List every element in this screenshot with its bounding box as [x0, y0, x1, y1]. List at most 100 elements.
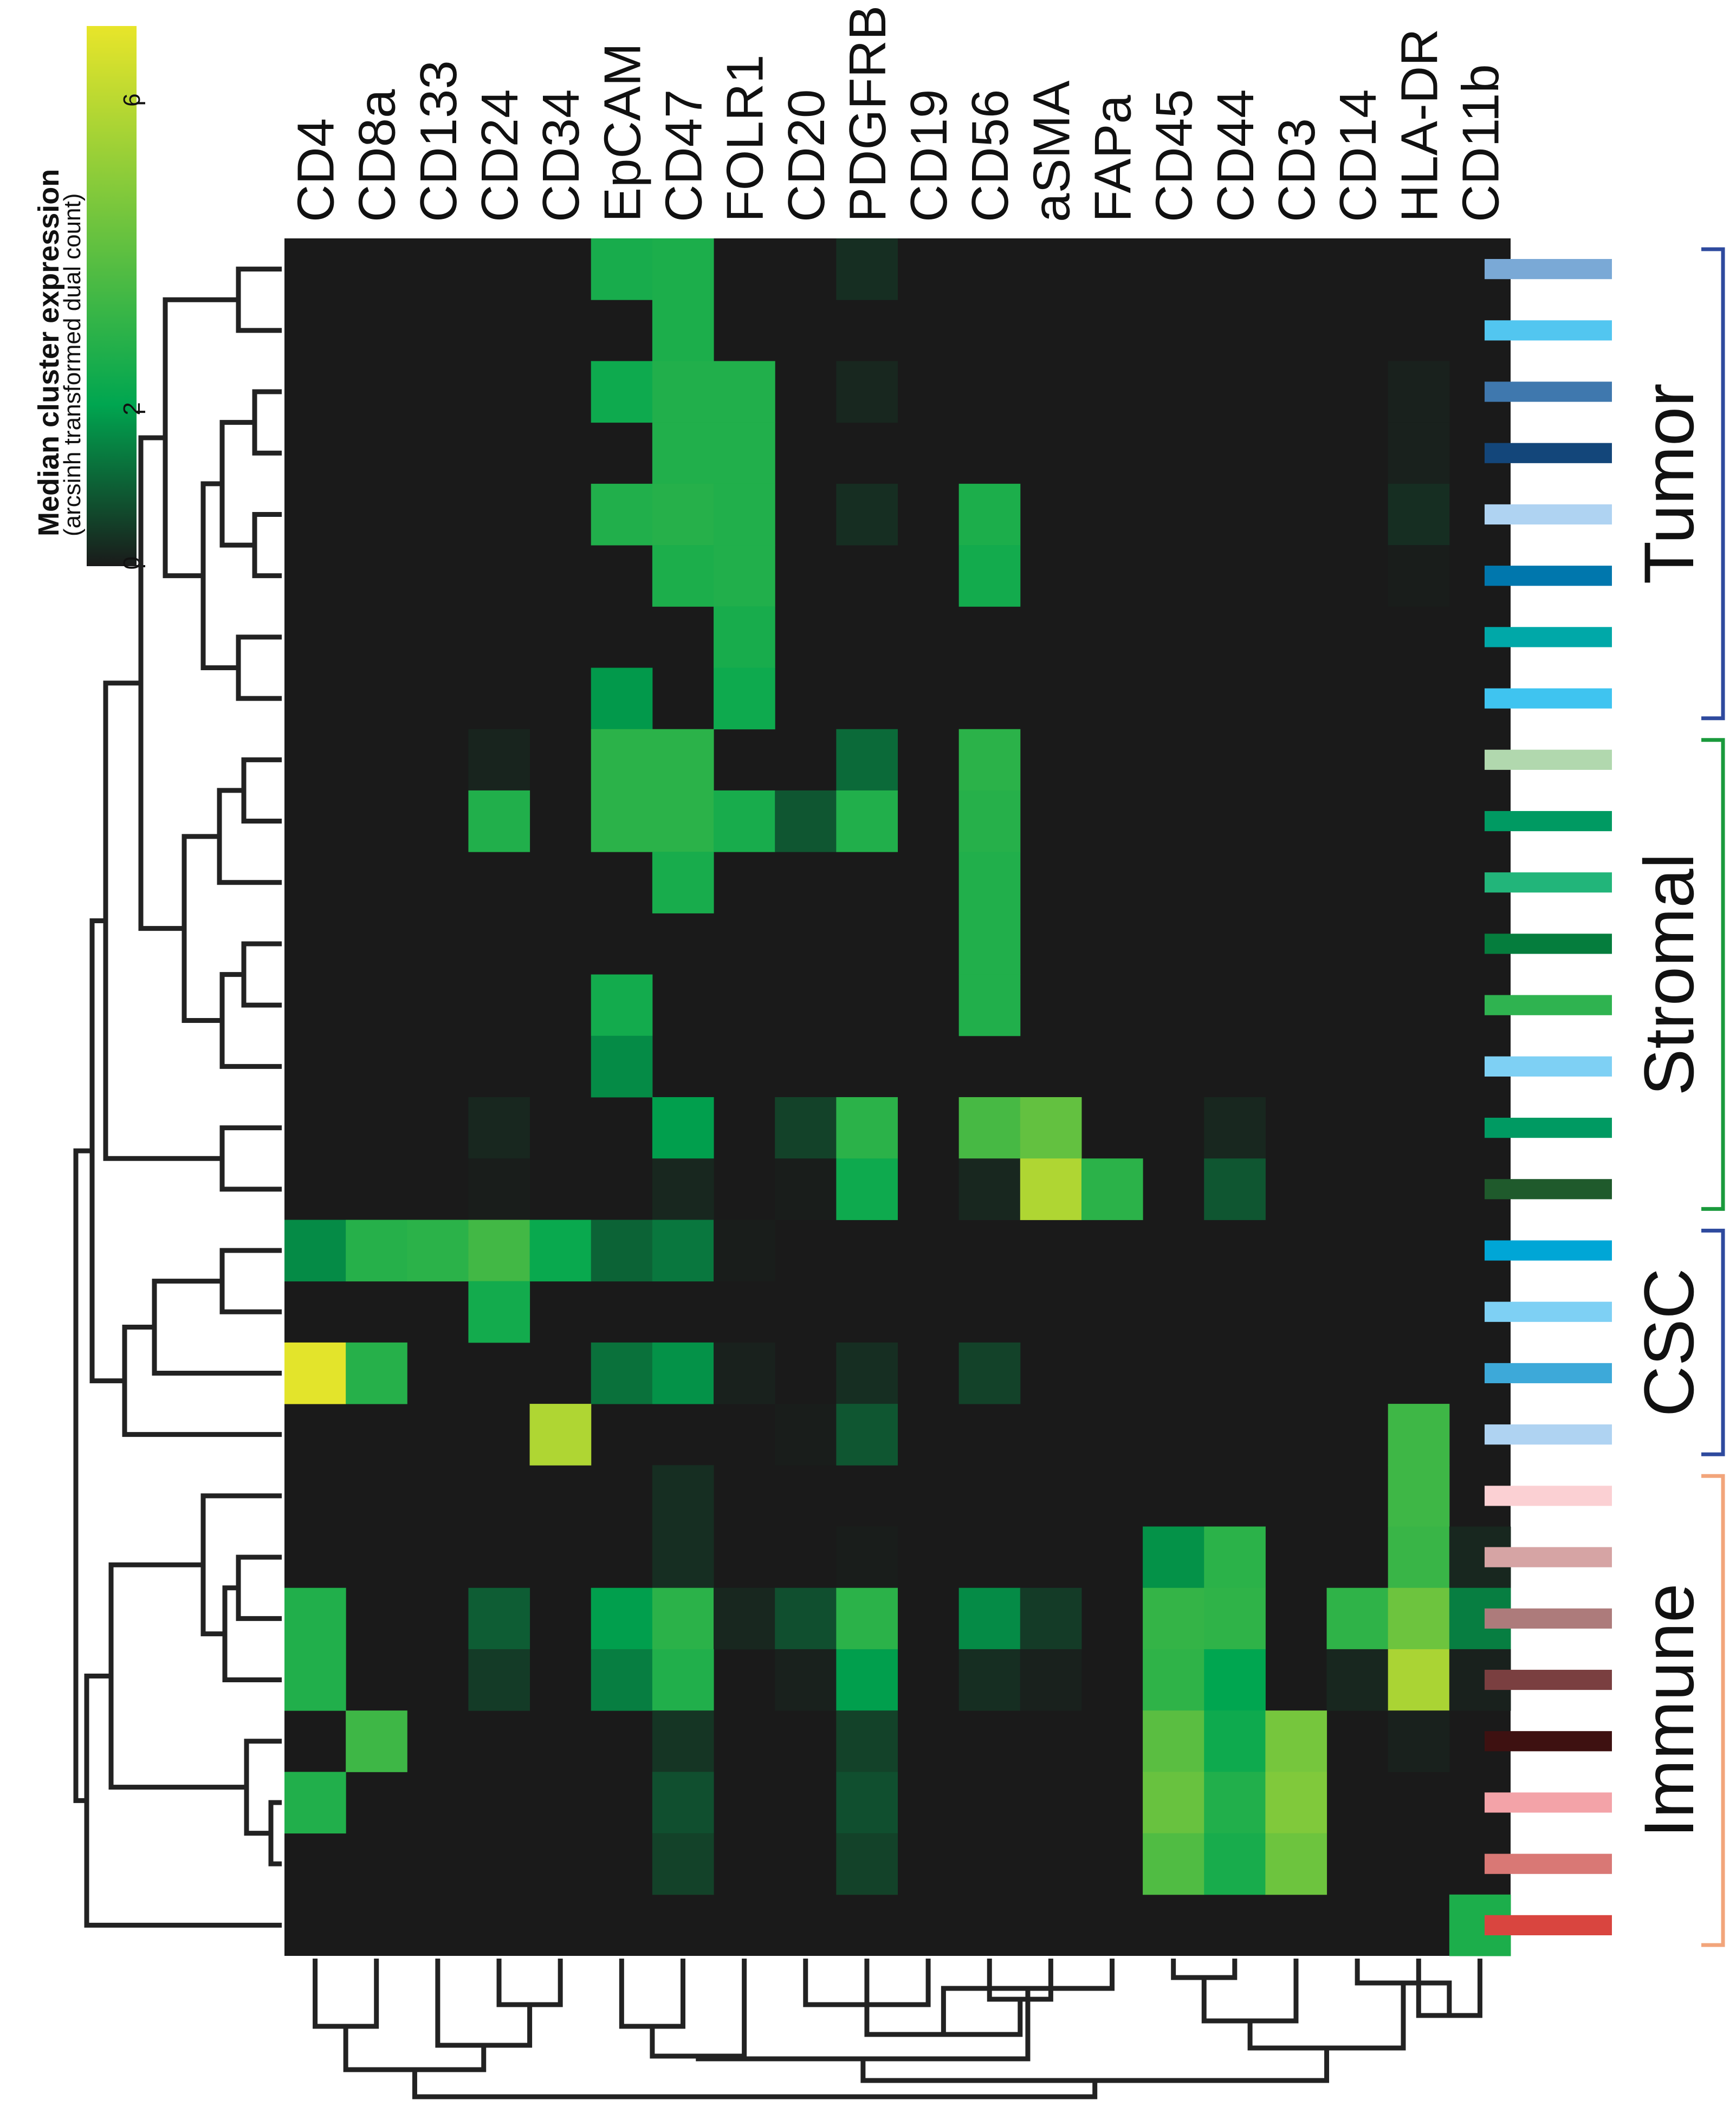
row-color-swatch	[1485, 1301, 1612, 1322]
heatmap-cell	[591, 483, 653, 546]
dendrogram-branch	[412, 2070, 1098, 2099]
heatmap-cell	[284, 1220, 346, 1282]
heatmap-cell	[1388, 422, 1450, 484]
heatmap-cell	[958, 1342, 1021, 1404]
heatmap-cell	[529, 1404, 592, 1466]
heatmap-cell	[652, 361, 714, 423]
heatmap-cell	[775, 1404, 837, 1466]
heatmap-cell	[652, 238, 714, 300]
row-color-swatch	[1485, 872, 1612, 893]
dendrogram-branch	[1201, 1959, 1299, 2024]
heatmap-cell	[714, 1587, 775, 1650]
colorbar-title: Median cluster expression	[33, 169, 65, 536]
heatmap-cell	[1388, 545, 1450, 607]
dendrogram-branch	[619, 1959, 685, 2029]
heatmap-cell	[591, 1587, 653, 1650]
group-bracket	[1701, 1474, 1725, 1947]
colorbar-tick-label: 2	[119, 402, 145, 415]
heatmap-cell	[1020, 1587, 1082, 1650]
column-label: FOLR1	[716, 55, 774, 222]
row-color-swatch	[1485, 1118, 1612, 1138]
row-dendrogram	[73, 267, 282, 1928]
heatmap-cell	[1204, 1526, 1266, 1589]
heatmap-cell	[1143, 1587, 1204, 1650]
group-label: CSC	[1629, 1268, 1708, 1417]
heatmap-cell	[714, 1342, 775, 1404]
row-color-swatch	[1485, 1056, 1612, 1077]
colorbar: Median cluster expression (arcsinh trans…	[33, 26, 145, 569]
row-color-swatch	[1485, 1792, 1612, 1813]
dendrogram-branch	[182, 834, 222, 1023]
heatmap-cell	[652, 1342, 714, 1404]
heatmap-cell	[468, 790, 530, 852]
dendrogram-branch	[89, 918, 125, 1384]
colorbar-subtitle: (arcsinh transformed dual count)	[59, 193, 86, 536]
row-color-swatch	[1485, 504, 1612, 525]
row-color-swatch	[1485, 1424, 1612, 1445]
heatmap-cell	[958, 1097, 1021, 1159]
dendrogram-branch	[244, 1739, 282, 1836]
row-color-swatch	[1485, 688, 1612, 709]
group-bracket	[1701, 1228, 1725, 1456]
heatmap-cell	[836, 1158, 898, 1220]
heatmap-cell	[591, 361, 653, 423]
heatmap-cell	[591, 974, 653, 1036]
heatmap-cell	[958, 974, 1021, 1036]
heatmap-cell	[591, 790, 653, 852]
column-label: CD4	[287, 118, 345, 222]
heatmap-cell	[468, 729, 530, 791]
dendrogram-branch	[696, 1988, 1031, 2062]
heatmap-cell	[1143, 1833, 1204, 1895]
heatmap-cell	[652, 1710, 714, 1772]
heatmap-cell	[652, 422, 714, 484]
dendrogram-branch	[122, 1325, 282, 1437]
heatmap-cell	[346, 1342, 407, 1404]
column-label: CD34	[532, 89, 590, 222]
heatmap-cell	[958, 1158, 1021, 1220]
group-label: Stromal	[1629, 853, 1708, 1096]
dendrogram-branch	[241, 757, 282, 824]
column-label: CD44	[1207, 89, 1265, 222]
heatmap-cell	[1081, 1158, 1143, 1220]
dendrogram-branch	[219, 1125, 282, 1192]
heatmap-cell	[958, 729, 1021, 791]
heatmap-cell	[836, 1649, 898, 1711]
heatmap-cell	[775, 1158, 837, 1220]
heatmap-cell	[958, 852, 1021, 913]
heatmap-cell	[1388, 1649, 1450, 1711]
heatmap-cell	[1204, 1772, 1266, 1834]
heatmap-cell	[1204, 1833, 1266, 1895]
heatmap-cell	[652, 483, 714, 546]
group-annotations: Tumor Stromal CSC Immune	[1629, 247, 1725, 1947]
heatmap-cell	[1020, 1158, 1082, 1220]
dendrogram-branch	[1171, 1959, 1238, 1980]
column-label: CD133	[410, 60, 468, 222]
heatmap-cell	[958, 1587, 1021, 1650]
row-color-swatch	[1485, 749, 1612, 770]
column-label: CD20	[778, 89, 835, 222]
heatmap-cell	[958, 1649, 1021, 1711]
heatmap-grid	[284, 238, 1511, 1956]
heatmap-cell	[1143, 1710, 1204, 1772]
dendrogram-branch	[268, 1800, 282, 1866]
heatmap-cell	[958, 483, 1021, 546]
heatmap-cell	[1388, 361, 1450, 423]
heatmap-cell	[407, 1220, 469, 1282]
row-color-swatch	[1485, 1608, 1612, 1629]
heatmap-cell	[652, 300, 714, 361]
heatmap-cell	[714, 422, 775, 484]
heatmap-cell	[1388, 1404, 1450, 1466]
column-label: HLA-DR	[1390, 29, 1448, 222]
row-color-swatch	[1485, 1915, 1612, 1935]
heatmap-cell	[591, 667, 653, 730]
heatmap-cell	[958, 790, 1021, 852]
dendrogram-branch	[84, 1673, 282, 1928]
dendrogram-branch	[650, 1959, 747, 2059]
heatmap-cell	[1204, 1158, 1266, 1220]
column-label: CD45	[1145, 89, 1203, 222]
heatmap-cell	[591, 1649, 653, 1711]
heatmap-cell	[284, 1342, 346, 1404]
dendrogram-branch	[200, 1493, 282, 1637]
heatmap-cell	[468, 1097, 530, 1159]
dendrogram-branch	[103, 680, 222, 1161]
